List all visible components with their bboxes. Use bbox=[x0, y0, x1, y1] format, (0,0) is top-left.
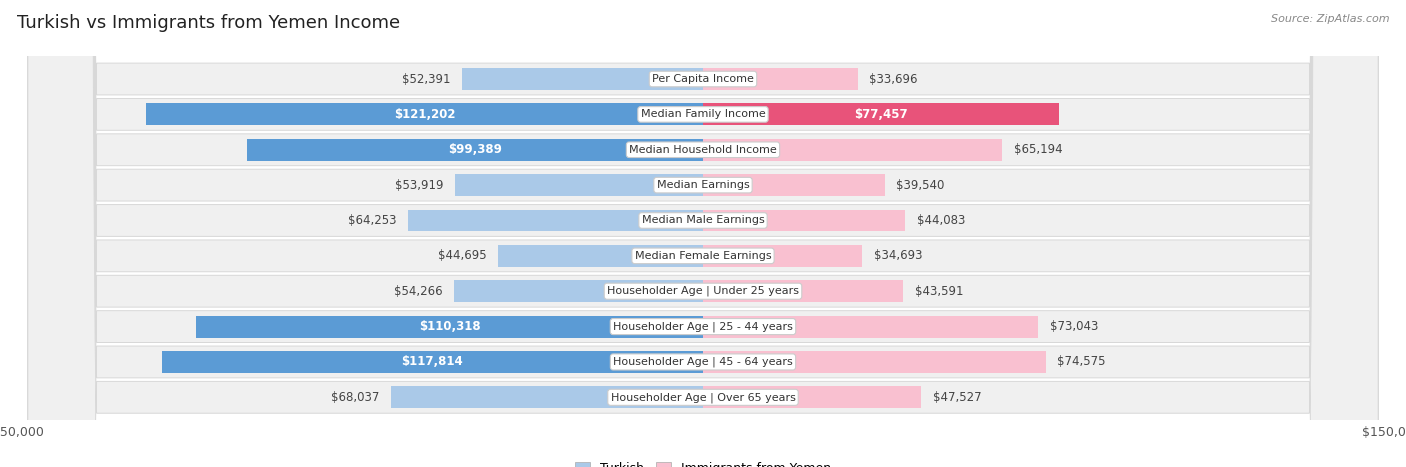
Bar bbox=[703, 351, 1046, 373]
Text: Median Household Income: Median Household Income bbox=[628, 145, 778, 155]
Text: $33,696: $33,696 bbox=[869, 72, 918, 85]
Text: $44,695: $44,695 bbox=[437, 249, 486, 262]
Text: $43,591: $43,591 bbox=[915, 285, 963, 298]
Bar bbox=[703, 316, 1039, 338]
Text: $53,919: $53,919 bbox=[395, 178, 444, 191]
Bar bbox=[146, 103, 703, 125]
Bar bbox=[703, 280, 903, 302]
FancyBboxPatch shape bbox=[28, 0, 1378, 467]
Text: $54,266: $54,266 bbox=[394, 285, 443, 298]
Text: Median Female Earnings: Median Female Earnings bbox=[634, 251, 772, 261]
Text: $65,194: $65,194 bbox=[1014, 143, 1063, 156]
Text: $74,575: $74,575 bbox=[1057, 355, 1105, 368]
Text: $99,389: $99,389 bbox=[449, 143, 502, 156]
Text: $34,693: $34,693 bbox=[873, 249, 922, 262]
FancyBboxPatch shape bbox=[28, 0, 1378, 467]
Text: $110,318: $110,318 bbox=[419, 320, 481, 333]
Text: Source: ZipAtlas.com: Source: ZipAtlas.com bbox=[1271, 14, 1389, 24]
FancyBboxPatch shape bbox=[28, 0, 1378, 467]
Bar bbox=[703, 139, 1002, 161]
FancyBboxPatch shape bbox=[28, 0, 1378, 467]
Text: $39,540: $39,540 bbox=[896, 178, 945, 191]
FancyBboxPatch shape bbox=[28, 0, 1378, 467]
Text: $64,253: $64,253 bbox=[347, 214, 396, 227]
Text: $77,457: $77,457 bbox=[853, 108, 908, 121]
Bar bbox=[703, 245, 862, 267]
FancyBboxPatch shape bbox=[28, 0, 1378, 467]
Text: $121,202: $121,202 bbox=[394, 108, 456, 121]
Bar bbox=[391, 386, 703, 408]
Bar bbox=[197, 316, 703, 338]
Text: Median Male Earnings: Median Male Earnings bbox=[641, 215, 765, 226]
Bar bbox=[456, 174, 703, 196]
Bar bbox=[703, 174, 884, 196]
Bar bbox=[454, 280, 703, 302]
Bar bbox=[463, 68, 703, 90]
Bar bbox=[246, 139, 703, 161]
Text: Householder Age | Under 25 years: Householder Age | Under 25 years bbox=[607, 286, 799, 297]
Text: $117,814: $117,814 bbox=[402, 355, 464, 368]
Text: Householder Age | Over 65 years: Householder Age | Over 65 years bbox=[610, 392, 796, 403]
Text: $68,037: $68,037 bbox=[330, 391, 380, 404]
Bar bbox=[408, 210, 703, 232]
Legend: Turkish, Immigrants from Yemen: Turkish, Immigrants from Yemen bbox=[569, 457, 837, 467]
Text: Householder Age | 25 - 44 years: Householder Age | 25 - 44 years bbox=[613, 321, 793, 332]
Text: $44,083: $44,083 bbox=[917, 214, 966, 227]
Text: $73,043: $73,043 bbox=[1050, 320, 1098, 333]
Bar bbox=[162, 351, 703, 373]
Text: Turkish vs Immigrants from Yemen Income: Turkish vs Immigrants from Yemen Income bbox=[17, 14, 399, 32]
Text: Median Earnings: Median Earnings bbox=[657, 180, 749, 190]
Text: Median Family Income: Median Family Income bbox=[641, 109, 765, 120]
Text: $52,391: $52,391 bbox=[402, 72, 451, 85]
Text: $47,527: $47,527 bbox=[932, 391, 981, 404]
Bar bbox=[703, 103, 1059, 125]
Bar bbox=[703, 68, 858, 90]
FancyBboxPatch shape bbox=[28, 0, 1378, 467]
Text: Householder Age | 45 - 64 years: Householder Age | 45 - 64 years bbox=[613, 357, 793, 367]
Bar bbox=[703, 210, 905, 232]
Bar bbox=[703, 386, 921, 408]
FancyBboxPatch shape bbox=[28, 0, 1378, 467]
Text: Per Capita Income: Per Capita Income bbox=[652, 74, 754, 84]
FancyBboxPatch shape bbox=[28, 0, 1378, 467]
FancyBboxPatch shape bbox=[28, 0, 1378, 467]
Bar bbox=[498, 245, 703, 267]
